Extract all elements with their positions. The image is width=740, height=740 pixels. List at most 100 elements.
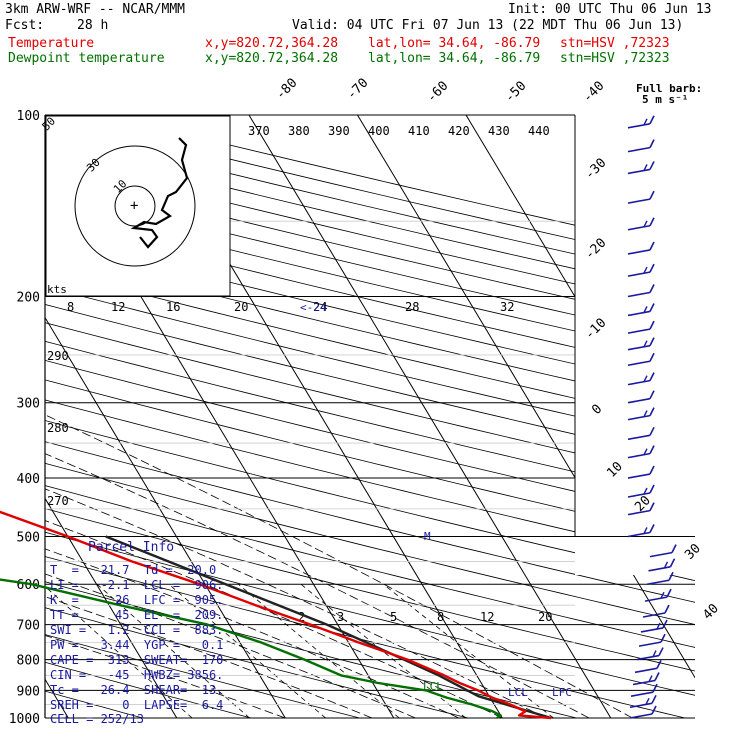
hodograph-unit: kts (47, 283, 67, 296)
wind-barb-icon (660, 591, 665, 599)
dry-adiabat-line (45, 115, 695, 718)
mixing-ratio-label: 3 (337, 610, 344, 624)
wind-barb-icon (649, 115, 655, 125)
wind-barb-icon (643, 118, 648, 126)
isotherm-line (465, 115, 695, 718)
parcel-info-line: SREH = 0 LAPSE= 6.4 (50, 698, 224, 712)
wind-barb-icon (643, 266, 648, 274)
wind-barb-icon (666, 588, 672, 598)
wind-barb-icon (627, 434, 651, 441)
pressure-tick-label: 500 (17, 530, 40, 545)
theta-label: 410 (408, 124, 430, 138)
theta-label: 440 (528, 124, 550, 138)
dry-adiabat-line (45, 115, 695, 718)
lcl-marker: LCL (508, 686, 528, 699)
wind-barb-icon (649, 465, 655, 475)
wind-barb-icon (649, 241, 655, 251)
theta-left-label: 290 (47, 349, 69, 363)
mixing-ratio-line (383, 583, 554, 718)
pressure-tick-label: 800 (17, 654, 40, 669)
parcel-info-line: PW = 3.44 YGP = 0.1 (50, 638, 224, 652)
wind-barb-icon (642, 612, 666, 618)
wind-barb-icon (669, 558, 676, 568)
wind-barb-icon (651, 694, 657, 704)
wind-barb-icon (649, 352, 655, 362)
wind-barb-icon (643, 410, 648, 417)
wind-barb-icon (645, 697, 650, 705)
wind-barb-icon (668, 571, 674, 581)
dry-adiabat-line (45, 115, 520, 718)
dewpoint-trace (0, 578, 502, 719)
wind-barb-icon (649, 217, 655, 227)
temperature-station: stn=HSV ,72323 (560, 36, 670, 51)
wind-barb-icon (627, 122, 651, 129)
wind-barb-icon (629, 702, 653, 709)
wind-barb-icon (627, 146, 651, 153)
moist-adiabat-line (45, 237, 460, 718)
wind-barb-icon (649, 161, 655, 170)
parcel-info-line: SWI = 1.2 CCL = 883. (50, 623, 224, 637)
isotherm-line (45, 115, 178, 718)
wind-barb-icon (629, 713, 653, 719)
dry-adiabat-line (45, 115, 695, 718)
wind-barb-icon (643, 220, 648, 228)
wind-barb-icon (627, 379, 651, 386)
isotherm-label: -30 (582, 156, 609, 183)
wind-barb-icon (652, 683, 658, 693)
theta-label: 420 (448, 124, 470, 138)
wind-barb-icon (643, 375, 648, 382)
wind-barb-icon (630, 691, 654, 697)
wind-barb-icon (627, 397, 651, 404)
dewpoint-xy: x,y=820.72,364.28 (205, 51, 339, 66)
wind-barb-icon (649, 284, 655, 293)
forecast-hour: 28 h (77, 18, 109, 33)
wind-barb-icon (649, 484, 655, 494)
parcel-trace (105, 535, 552, 720)
init-time: Init: 00 UTC Thu 06 Jun 13 (508, 2, 712, 17)
moist-adiabat-line (45, 237, 416, 718)
parcel-info-line: CAPE = 313 SWEAT= 170 (50, 653, 224, 667)
wind-barb-icon (649, 263, 655, 273)
wind-barb-icon (627, 271, 651, 277)
mixing-ratio-line (45, 583, 193, 718)
wind-barb-icon (651, 705, 657, 715)
isotherm-label: 40 (700, 601, 722, 623)
isotherm-label: -20 (582, 236, 609, 263)
parcel-info-line: K = 26 LFC = 905. (50, 593, 224, 607)
pressure-tick-label: 900 (17, 684, 40, 699)
hodograph-ring-10 (114, 185, 156, 227)
wind-barb-icon (627, 473, 651, 479)
isotherm-line (357, 115, 695, 718)
parcel-info-title: Parcel Info (88, 540, 175, 555)
wind-barb-icon (649, 139, 655, 148)
moist-adiabat-line (45, 237, 633, 718)
parcel-info-line: LI = -2.1 LCL = 906. (50, 578, 224, 592)
wind-barb-icon (638, 641, 662, 647)
isotherm-label: 0 (589, 402, 605, 418)
pressure-tick-label: 1000 (9, 712, 40, 727)
wind-barb-icon (627, 414, 651, 421)
m-marker: M (424, 530, 431, 543)
wet-bulb-label: 32 (500, 300, 514, 314)
storm-motion-label: <-24 (300, 301, 327, 314)
dry-adiabat-line (45, 115, 695, 718)
wind-barb-icon (632, 679, 656, 686)
mixing-ratio-label: 8 (437, 610, 444, 624)
moist-adiabat-line (45, 237, 546, 718)
isotherm-label: 30 (682, 541, 704, 563)
hodograph: + 50 30 10 (40, 115, 231, 297)
isotherm-label: -60 (424, 79, 451, 106)
wind-barb-icon (643, 487, 648, 495)
dry-adiabat-line (45, 115, 695, 718)
pressure-tick-label: 100 (17, 109, 40, 124)
dry-adiabat-line (45, 115, 410, 718)
isobars (44, 114, 695, 719)
parcel-info-line: CIN = -45 HWBZ= 3856. (50, 668, 224, 682)
isotherm-line (248, 115, 612, 718)
wind-barb-icon (658, 647, 664, 656)
wind-barb-icon (627, 168, 651, 175)
dry-adiabat-line (45, 115, 695, 718)
theta-label: 430 (488, 124, 510, 138)
wind-barb-icon (643, 340, 648, 347)
